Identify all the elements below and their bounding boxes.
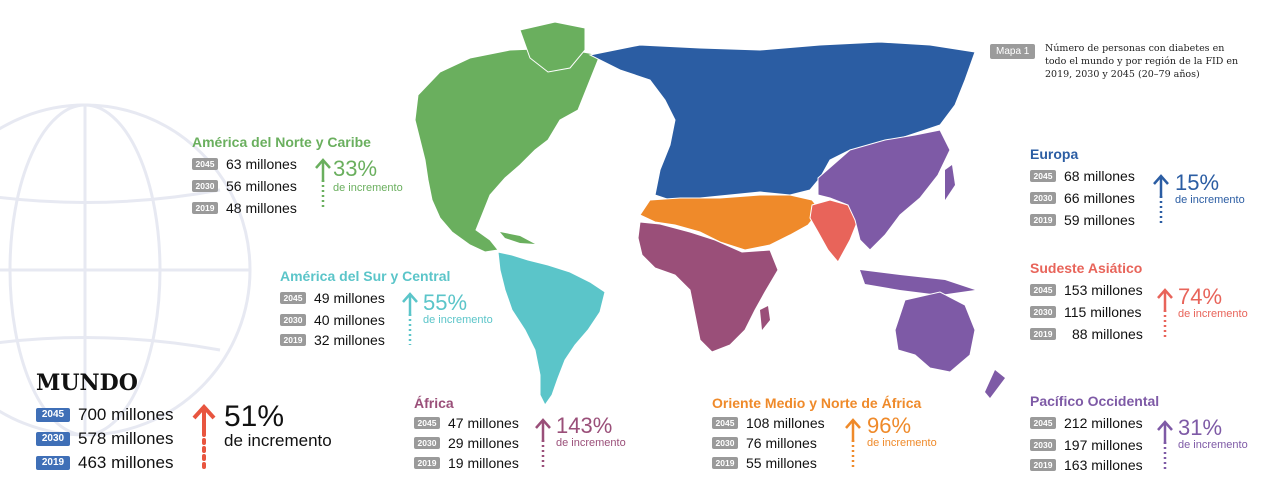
- year-badge: 2019: [712, 457, 738, 469]
- year-badge: 2030: [414, 437, 440, 449]
- increase-percent: 143%: [556, 413, 613, 438]
- increase-percent: 15%: [1175, 170, 1220, 195]
- year-badge: 2045: [280, 292, 306, 304]
- year-badge: 2019: [280, 334, 306, 346]
- value-2019: 88 millones: [1072, 326, 1143, 342]
- region-title: Sudeste Asiático: [1030, 260, 1143, 276]
- sa-arrow-icon: [402, 292, 418, 345]
- year-badge: 2019: [192, 202, 218, 214]
- value-2045: 153 millones: [1064, 282, 1143, 298]
- year-badge: 2019: [36, 456, 70, 470]
- year-badge: 2019: [414, 457, 440, 469]
- value-2019: 163 millones: [1064, 457, 1143, 473]
- japan-region: [945, 165, 955, 200]
- year-badge: 2030: [1030, 439, 1056, 451]
- value-2030: 115 millones: [1064, 304, 1142, 320]
- year-badge: 2045: [1030, 170, 1056, 182]
- year-badge: 2030: [1030, 306, 1056, 318]
- year-badge: 2030: [192, 180, 218, 192]
- na-arrow-icon: [315, 158, 331, 210]
- increase-percent: 96%: [867, 413, 912, 438]
- increase-label: de incremento: [1178, 308, 1248, 320]
- year-badge: 2045: [1030, 284, 1056, 296]
- increase-percent: 74%: [1178, 284, 1223, 309]
- map-tag: Mapa 1: [990, 44, 1036, 59]
- europe-arrow-icon: [1153, 174, 1169, 226]
- increase-percent: 51%: [224, 400, 285, 433]
- value-2045: 63 millones: [226, 156, 297, 172]
- value-2019: 48 millones: [226, 200, 297, 216]
- europe-region: [588, 41, 976, 201]
- increase-percent: 55%: [423, 290, 468, 315]
- greenland-region: [519, 21, 586, 73]
- value-2030: 578 millones: [78, 429, 174, 448]
- region-title: América del Norte y Caribe: [192, 134, 371, 150]
- value-2045: 700 millones: [78, 405, 174, 424]
- value-2019: 55 millones: [746, 455, 817, 471]
- increase-percent: 33%: [333, 156, 378, 181]
- value-2030: 56 millones: [226, 178, 297, 194]
- value-2045: 47 millones: [448, 415, 519, 431]
- value-2045: 108 millones: [746, 415, 825, 431]
- value-2019: 32 millones: [314, 332, 385, 348]
- increase-label: de incremento: [867, 437, 937, 449]
- year-badge: 2045: [36, 408, 70, 422]
- year-badge: 2030: [712, 437, 738, 449]
- region-title: Europa: [1030, 146, 1079, 162]
- sea-arrow-icon: [1157, 288, 1173, 340]
- increase-label: de incremento: [224, 431, 332, 450]
- africa-arrow-icon: [535, 418, 551, 470]
- globe-watermark-icon: [0, 103, 252, 437]
- value-2030: 40 millones: [314, 312, 385, 328]
- africa-region: [637, 221, 779, 353]
- mena-arrow-icon: [845, 418, 861, 470]
- year-badge: 2030: [280, 314, 306, 326]
- wp-arrow-icon: [1157, 420, 1173, 472]
- value-2019: 19 millones: [448, 455, 519, 471]
- map-caption: Número de personas con diabetes en todo …: [1045, 43, 1239, 80]
- increase-label: de incremento: [423, 314, 493, 326]
- indonesia-region: [860, 270, 975, 295]
- value-2045: 212 millones: [1064, 415, 1143, 431]
- increase-label: de incremento: [1178, 439, 1248, 451]
- madagascar-region: [760, 306, 770, 330]
- year-badge: 2045: [192, 158, 218, 170]
- year-badge: 2045: [1030, 417, 1056, 429]
- increase-label: de incremento: [556, 437, 626, 449]
- value-2030: 66 millones: [1064, 190, 1135, 206]
- value-2019: 463 millones: [78, 453, 174, 472]
- year-badge: 2019: [1030, 214, 1056, 226]
- increase-label: de incremento: [1175, 194, 1245, 206]
- year-badge: 2045: [414, 417, 440, 429]
- year-badge: 2030: [36, 432, 70, 446]
- southeast-asia-region: [809, 199, 859, 263]
- caribbean-islands: [500, 232, 535, 244]
- value-2030: 29 millones: [448, 435, 519, 451]
- mena-region: [639, 194, 821, 251]
- australia-region: [894, 291, 976, 373]
- value-2045: 68 millones: [1064, 168, 1135, 184]
- region-title: Pacífico Occidental: [1030, 393, 1160, 409]
- world-title: MUNDO: [36, 370, 138, 396]
- year-badge: 2019: [1030, 328, 1056, 340]
- value-2030: 76 millones: [746, 435, 817, 451]
- new-zealand-region: [985, 370, 1005, 398]
- year-badge: 2019: [1030, 459, 1056, 471]
- region-title: África: [414, 395, 454, 411]
- value-2019: 59 millones: [1064, 212, 1135, 228]
- value-2045: 49 millones: [314, 290, 385, 306]
- increase-label: de incremento: [333, 182, 403, 194]
- western-pacific-region: [817, 129, 951, 251]
- value-2030: 197 millones: [1064, 437, 1143, 453]
- world-arrow-icon: [192, 404, 216, 470]
- year-badge: 2030: [1030, 192, 1056, 204]
- year-badge: 2045: [712, 417, 738, 429]
- north-america-region: [414, 47, 601, 253]
- south-america-region: [497, 251, 606, 406]
- region-title: Oriente Medio y Norte de África: [712, 395, 922, 411]
- region-title: América del Sur y Central: [280, 268, 451, 284]
- increase-percent: 31%: [1178, 415, 1223, 440]
